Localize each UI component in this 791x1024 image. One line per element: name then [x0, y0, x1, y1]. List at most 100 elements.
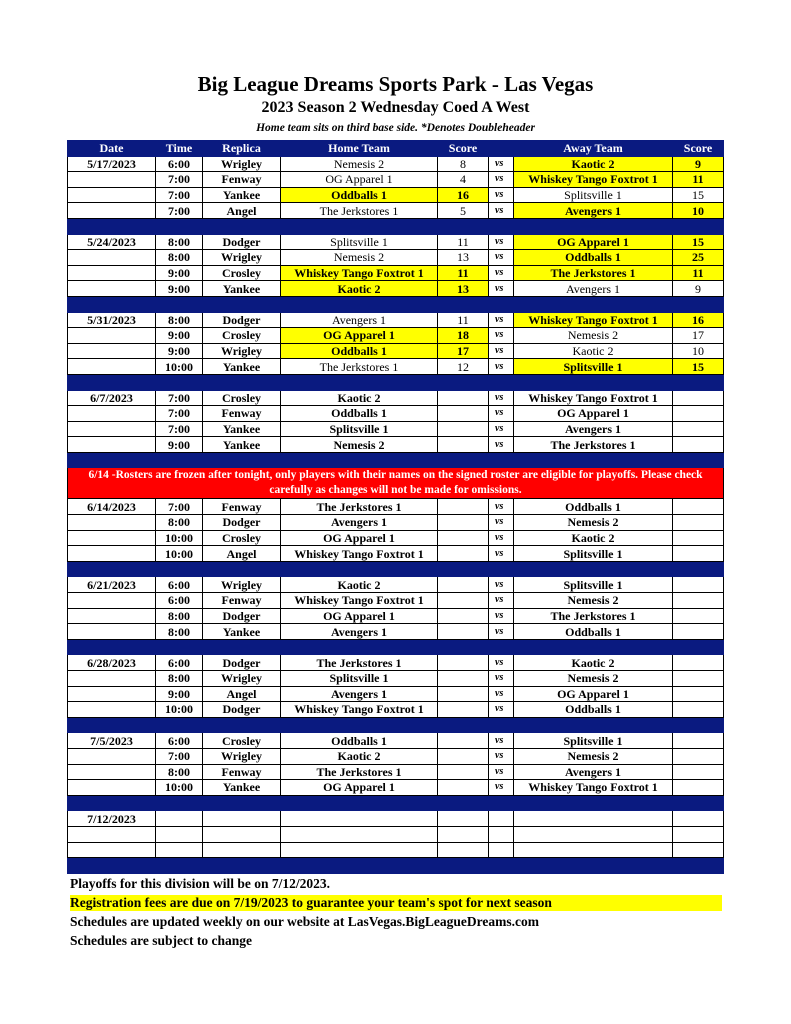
game-date: [67, 763, 156, 781]
vs-label: vs: [488, 358, 514, 375]
away-score: [672, 389, 724, 407]
game-field: Fenway: [202, 763, 281, 781]
away-score: [672, 592, 724, 609]
away-score: 15: [672, 358, 724, 375]
schedule-table: Date Time Replica Home Team Score Away T…: [67, 140, 724, 874]
game-row: 8:00 Fenway The Jerkstores 1 vs Avengers 1: [67, 763, 724, 781]
home-team: [280, 841, 438, 859]
home-score: [437, 592, 489, 609]
game-row: 7:00 Angel The Jerkstores 1 5 vs Avengers 1 10: [67, 202, 724, 219]
game-row: 9:00 Angel Avengers 1 vs OG Apparel 1: [67, 685, 724, 703]
game-time: [155, 841, 203, 859]
game-time: 8:00: [155, 249, 203, 266]
game-date: 5/31/2023: [67, 311, 156, 329]
vs-label: vs: [488, 311, 514, 329]
home-team: The Jerkstores 1: [280, 654, 438, 671]
home-score: [437, 623, 489, 640]
away-team: The Jerkstores 1: [513, 607, 673, 625]
footer-registration: Registration fees are due on 7/19/2023 t…: [70, 895, 722, 911]
away-score: 10: [672, 342, 724, 360]
game-row: 10:00 Crosley OG Apparel 1 vs Kaotic 2: [67, 529, 724, 547]
game-field: Crosley: [202, 327, 281, 344]
home-team: Oddballs 1: [280, 405, 438, 422]
game-row: 9:00 Yankee Nemesis 2 vs The Jerkstores 1: [67, 436, 724, 453]
vs-label: vs: [488, 701, 514, 718]
away-team: OG Apparel 1: [513, 405, 673, 422]
vs-label: vs: [488, 514, 514, 531]
away-team: Avengers 1: [513, 763, 673, 781]
separator-cell: [280, 451, 438, 469]
home-score: [437, 545, 489, 562]
game-field: Dodger: [202, 233, 281, 251]
game-field: Wrigley: [202, 249, 281, 266]
away-score: [672, 701, 724, 718]
roster-freeze-banner: 6/14 -Rosters are frozen after tonight, …: [67, 467, 724, 500]
away-team: Kaotic 2: [513, 342, 673, 360]
separator-cell: [672, 716, 724, 734]
separator-cell: [280, 716, 438, 734]
page-subtitle: 2023 Season 2 Wednesday Coed A West: [261, 99, 530, 116]
separator-cell: [155, 373, 203, 391]
week-separator: [67, 451, 724, 469]
separator-cell: [67, 217, 156, 235]
home-team: The Jerkstores 1: [280, 202, 438, 219]
separator-cell: [513, 857, 673, 874]
away-team: Whiskey Tango Foxtrot 1: [513, 171, 673, 188]
game-field: Wrigley: [202, 670, 281, 687]
home-score: [437, 498, 489, 516]
separator-cell: [488, 373, 514, 391]
separator-cell: [67, 716, 156, 734]
game-date: 7/5/2023: [67, 732, 156, 749]
separator-cell: [437, 373, 489, 391]
vs-label: vs: [488, 436, 514, 453]
footer-playoffs: Playoffs for this division will be on 7/…: [70, 876, 331, 891]
col-replica: Replica: [202, 140, 281, 157]
home-team: Nemesis 2: [280, 436, 438, 453]
away-score: [672, 529, 724, 547]
vs-label: vs: [488, 685, 514, 703]
game-row: 8:00 Dodger OG Apparel 1 vs The Jerkstores 1: [67, 607, 724, 625]
separator-cell: [513, 295, 673, 313]
game-field: Fenway: [202, 498, 281, 516]
home-score: [437, 529, 489, 547]
vs-label: vs: [488, 420, 514, 438]
separator-cell: [513, 451, 673, 469]
separator-cell: [488, 295, 514, 313]
game-field: Wrigley: [202, 576, 281, 594]
away-score: [672, 825, 724, 843]
game-time: 8:00: [155, 607, 203, 625]
vs-label: vs: [488, 498, 514, 516]
game-field: Yankee: [202, 358, 281, 375]
away-team: Whiskey Tango Foxtrot 1: [513, 311, 673, 329]
vs-label: [488, 810, 514, 827]
vs-label: vs: [488, 233, 514, 251]
home-team: [280, 810, 438, 827]
home-team: [280, 825, 438, 843]
game-time: 10:00: [155, 779, 203, 796]
game-field: Yankee: [202, 420, 281, 438]
game-time: 6:00: [155, 576, 203, 594]
vs-label: vs: [488, 747, 514, 765]
away-team: The Jerkstores 1: [513, 264, 673, 282]
away-team: Oddballs 1: [513, 623, 673, 640]
away-team: Oddballs 1: [513, 249, 673, 266]
week-separator: [67, 560, 724, 578]
away-team: [513, 825, 673, 843]
separator-cell: [488, 794, 514, 812]
game-row: 6/14/2023 7:00 Fenway The Jerkstores 1 vs Odd…: [67, 498, 724, 516]
game-date: [67, 202, 156, 219]
game-row: 7:00 Yankee Oddballs 1 16 vs Splitsville 1 15: [67, 186, 724, 204]
game-time: 7:00: [155, 498, 203, 516]
home-team: The Jerkstores 1: [280, 763, 438, 781]
game-field: Yankee: [202, 436, 281, 453]
home-team: Whiskey Tango Foxtrot 1: [280, 264, 438, 282]
vs-label: vs: [488, 327, 514, 344]
home-score: [437, 747, 489, 765]
away-team: The Jerkstores 1: [513, 436, 673, 453]
away-score: [672, 498, 724, 516]
game-date: [67, 264, 156, 282]
home-team: The Jerkstores 1: [280, 358, 438, 375]
game-time: 10:00: [155, 358, 203, 375]
vs-label: vs: [488, 592, 514, 609]
vs-label: [488, 825, 514, 843]
